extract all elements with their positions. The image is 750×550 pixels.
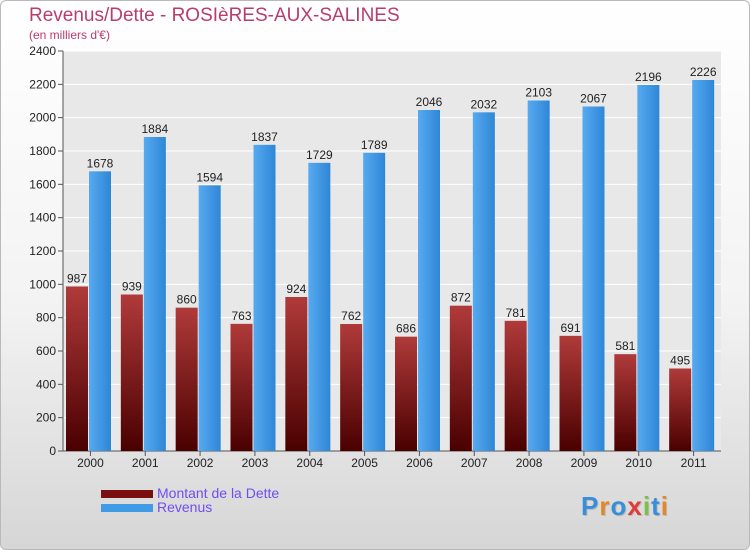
y-tick-label: 200	[36, 411, 56, 425]
legend-label-dette: Montant de la Dette	[157, 485, 280, 501]
bar-revenus	[692, 80, 715, 451]
bar-dette	[230, 323, 253, 451]
bar-dette	[340, 324, 363, 451]
y-tick-label: 1400	[29, 211, 56, 225]
x-tick-label: 2007	[461, 456, 488, 470]
value-label-revenus: 2046	[416, 95, 443, 109]
bar-dette	[66, 286, 88, 451]
x-tick-label: 2001	[132, 456, 159, 470]
logo-letter: t	[651, 491, 661, 521]
bar-dette	[559, 335, 582, 451]
y-tick-label: 1800	[29, 144, 56, 158]
value-label-revenus: 1594	[196, 170, 223, 184]
bar-revenus	[363, 152, 386, 452]
bar-revenus	[527, 100, 550, 451]
x-tick-label: 2005	[351, 456, 378, 470]
bar-dette	[614, 354, 637, 451]
logo-letter: P	[581, 491, 600, 521]
y-tick-label: 2200	[29, 77, 56, 91]
bar-dette	[395, 336, 417, 451]
value-label-dette: 495	[670, 354, 690, 368]
y-tick-label: 2400	[29, 44, 56, 58]
value-label-revenus: 1789	[361, 138, 388, 152]
value-label-dette: 762	[341, 309, 361, 323]
value-label-revenus: 1729	[306, 148, 333, 162]
value-label-dette: 781	[506, 306, 526, 320]
value-label-dette: 987	[67, 272, 87, 286]
bar-revenus	[308, 162, 331, 452]
logo-letter: o	[610, 491, 628, 521]
value-label-revenus: 2196	[635, 70, 662, 84]
bar-dette	[120, 294, 143, 451]
y-tick-label: 0	[49, 444, 56, 458]
y-tick-label: 800	[36, 311, 56, 325]
x-tick-label: 2003	[242, 456, 269, 470]
legend-swatch-dette	[101, 490, 153, 498]
bar-revenus	[253, 144, 276, 452]
x-tick-label: 2002	[187, 456, 214, 470]
y-tick-label: 400	[36, 377, 56, 391]
y-tick-label: 1600	[29, 177, 56, 191]
legend-label-revenus: Revenus	[157, 499, 213, 515]
value-label-revenus: 2032	[470, 97, 497, 111]
value-label-dette: 939	[122, 280, 142, 294]
value-label-revenus: 1884	[141, 122, 168, 136]
value-label-revenus: 2103	[525, 86, 552, 100]
bar-dette	[669, 368, 692, 451]
value-label-dette: 924	[286, 282, 306, 296]
value-label-dette: 686	[396, 322, 416, 336]
value-label-dette: 581	[615, 339, 635, 353]
value-label-dette: 860	[177, 293, 197, 307]
y-tick-label: 1000	[29, 277, 56, 291]
proxiti-logo: Proxiti	[581, 491, 669, 522]
value-label-revenus: 1678	[87, 156, 114, 170]
x-tick-label: 2009	[571, 456, 598, 470]
x-tick-label: 2006	[406, 456, 433, 470]
bar-revenus	[637, 85, 660, 451]
y-tick-label: 600	[36, 344, 56, 358]
logo-letter: i	[642, 491, 652, 521]
bar-revenus	[582, 106, 605, 451]
chart-subtitle: (en milliers d'€)	[29, 28, 110, 42]
bar-revenus	[143, 137, 166, 451]
bar-dette	[175, 307, 198, 451]
value-label-dette: 763	[231, 309, 251, 323]
x-tick-label: 2000	[77, 456, 104, 470]
value-label-dette: 691	[560, 321, 580, 335]
value-label-revenus: 2226	[690, 65, 717, 79]
logo-letter: r	[599, 491, 611, 521]
bar-dette	[449, 305, 472, 451]
logo-letter: i	[660, 491, 669, 521]
legend-swatch-revenus	[101, 504, 153, 512]
value-label-revenus: 1837	[251, 130, 278, 144]
logo-letter: x	[627, 491, 643, 521]
chart-title: Revenus/Dette - ROSIèRES-AUX-SALINES	[29, 5, 400, 26]
bar-dette	[285, 297, 308, 451]
bar-revenus	[472, 112, 495, 451]
bar-dette	[504, 320, 527, 451]
y-tick-label: 1200	[29, 244, 56, 258]
bar-revenus	[89, 171, 111, 452]
value-label-revenus: 2067	[580, 92, 607, 106]
x-tick-label: 2008	[516, 456, 543, 470]
bar-revenus	[198, 185, 221, 452]
bar-revenus	[418, 110, 440, 451]
x-tick-label: 2004	[296, 456, 323, 470]
x-tick-label: 2010	[625, 456, 652, 470]
x-tick-label: 2011	[681, 456, 707, 470]
y-tick-label: 2000	[29, 111, 56, 125]
value-label-dette: 872	[451, 291, 471, 305]
